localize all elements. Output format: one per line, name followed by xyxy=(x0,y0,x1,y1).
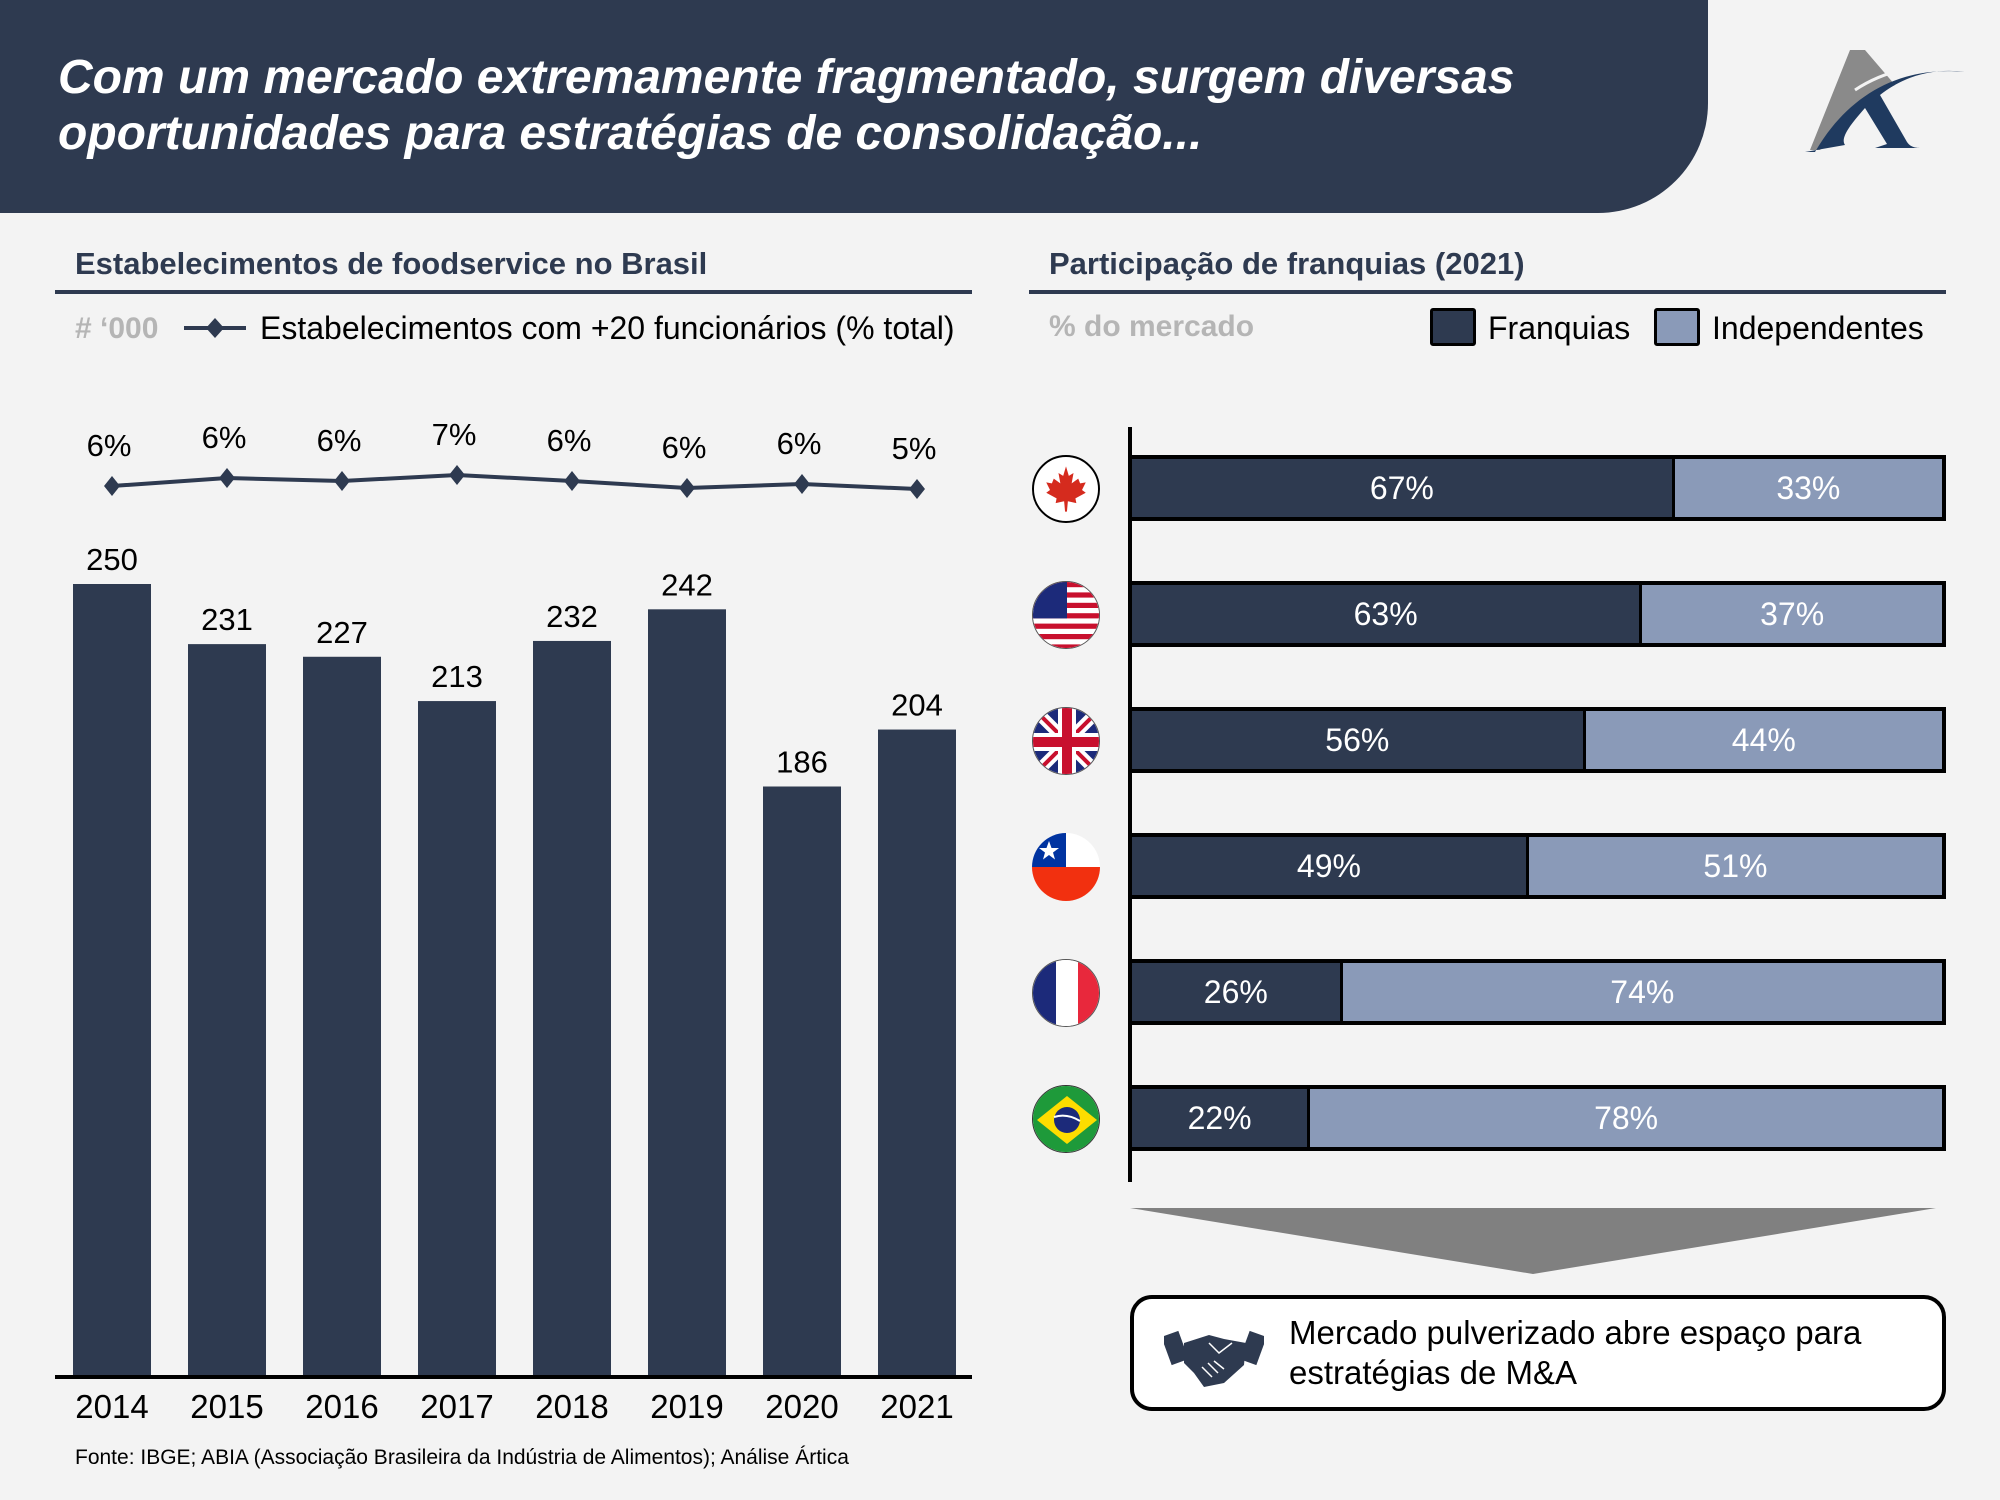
line-point-label: 5% xyxy=(892,431,937,466)
line-point-marker xyxy=(794,474,810,494)
line-series xyxy=(111,472,918,491)
bar-value-label: 186 xyxy=(776,744,828,779)
line-point-marker xyxy=(909,479,925,499)
line-point-marker xyxy=(104,476,120,496)
callout-text: Mercado pulverizado abre espaço para est… xyxy=(1289,1313,1929,1393)
page-title: Com um mercado extremamente fragmentado,… xyxy=(58,50,1658,162)
segment-franquias: 56% xyxy=(1132,711,1586,769)
bar-value-label: 213 xyxy=(431,659,483,694)
x-tick-label: 2018 xyxy=(535,1388,608,1425)
bar-2019 xyxy=(648,609,726,1375)
line-point-marker xyxy=(334,471,350,491)
callout-text-line-1: Mercado pulverizado abre espaço para xyxy=(1289,1314,1862,1351)
line-point-label: 6% xyxy=(547,423,592,458)
bar-value-label: 242 xyxy=(661,567,713,602)
x-tick-label: 2015 xyxy=(190,1388,263,1425)
page-title-line-1: Com um mercado extremamente fragmentado,… xyxy=(58,51,1515,104)
segment-franquias: 63% xyxy=(1132,585,1643,643)
segment-independentes: 33% xyxy=(1674,459,1942,517)
bar-2021 xyxy=(878,729,956,1375)
bar-2016 xyxy=(303,656,381,1375)
brazil-flag-icon xyxy=(1032,1085,1100,1153)
segment-franquias: 67% xyxy=(1132,459,1675,517)
segment-franquias: 49% xyxy=(1132,837,1529,895)
line-point-label: 6% xyxy=(662,430,707,465)
right-unit-label: % do mercado xyxy=(1049,310,1255,343)
line-point-marker xyxy=(449,465,465,485)
segment-independentes: 78% xyxy=(1310,1089,1942,1147)
segment-independentes: 37% xyxy=(1642,585,1942,643)
bar-row-chile: 49% 51% xyxy=(1128,833,1946,899)
bar-row-usa: 63% 37% xyxy=(1128,581,1946,647)
legend-swatch-independentes xyxy=(1654,308,1700,346)
line-point-label: 6% xyxy=(87,428,132,463)
foodservice-bar-chart: 250 2014 231 2015 227 2016 213 2017 232 2018 242 20… xyxy=(55,417,972,1425)
x-tick-label: 2014 xyxy=(75,1388,148,1425)
bar-row-canada: 67% 33% xyxy=(1128,455,1946,521)
line-point-label: 7% xyxy=(432,417,477,452)
right-title-rule xyxy=(1029,290,1946,294)
x-tick-label: 2016 xyxy=(305,1388,378,1425)
segment-independentes: 44% xyxy=(1585,711,1942,769)
segment-franquias: 26% xyxy=(1132,963,1343,1021)
line-point-label: 6% xyxy=(202,420,247,455)
segment-franquias: 22% xyxy=(1132,1089,1311,1147)
line-point-label: 6% xyxy=(777,426,822,461)
line-point-marker xyxy=(679,478,695,498)
france-flag-icon xyxy=(1032,959,1100,1027)
legend-swatch-franquias xyxy=(1430,308,1476,346)
handshake-icon xyxy=(1164,1330,1264,1387)
legend-label-independentes: Independentes xyxy=(1712,310,1924,346)
line-point-marker xyxy=(564,471,580,491)
callout-text-line-2: estratégias de M&A xyxy=(1289,1354,1577,1391)
bar-2015 xyxy=(188,644,266,1375)
page-title-line-2: oportunidades para estratégias de consol… xyxy=(58,107,1203,160)
source-note: Fonte: IBGE; ABIA (Associação Brasileira… xyxy=(75,1446,849,1469)
left-title-rule xyxy=(55,290,972,294)
line-legend-marker-icon xyxy=(184,318,246,338)
uk-flag-icon xyxy=(1032,707,1100,775)
x-tick-label: 2019 xyxy=(650,1388,723,1425)
chile-flag-icon xyxy=(1032,833,1100,901)
left-unit-label: # ‘000 xyxy=(75,312,159,345)
segment-independentes: 74% xyxy=(1342,963,1942,1021)
ma-callout-box: Mercado pulverizado abre espaço para est… xyxy=(1130,1295,1946,1411)
bar-row-brazil: 22% 78% xyxy=(1128,1085,1946,1151)
down-arrow-icon xyxy=(1130,1208,1936,1274)
artica-logo-icon xyxy=(1805,50,1965,152)
bar-2014 xyxy=(73,584,151,1375)
bar-2018 xyxy=(533,640,611,1375)
segment-independentes: 51% xyxy=(1528,837,1942,895)
left-chart-title: Estabelecimentos de foodservice no Brasi… xyxy=(75,246,708,281)
franchise-chart-axis xyxy=(1128,427,1132,1182)
bar-value-label: 232 xyxy=(546,599,598,634)
bar-value-label: 227 xyxy=(316,615,368,650)
bar-row-france: 26% 74% xyxy=(1128,959,1946,1025)
line-point-label: 6% xyxy=(317,423,362,458)
bar-value-label: 231 xyxy=(201,602,253,637)
bar-row-uk: 56% 44% xyxy=(1128,707,1946,773)
usa-flag-icon xyxy=(1032,581,1100,649)
bar-value-label: 250 xyxy=(86,542,138,577)
legend-label-franquias: Franquias xyxy=(1488,310,1631,346)
bar-2020 xyxy=(763,786,841,1375)
line-legend-label: Estabelecimentos com +20 funcionários (%… xyxy=(260,310,955,346)
right-chart-title: Participação de franquias (2021) xyxy=(1049,246,1525,281)
line-point-marker xyxy=(219,468,235,488)
canada-flag-icon xyxy=(1032,455,1100,523)
x-tick-label: 2021 xyxy=(880,1388,953,1425)
bar-value-label: 204 xyxy=(891,688,943,723)
header-banner: Com um mercado extremamente fragmentado,… xyxy=(0,0,1708,213)
x-tick-label: 2020 xyxy=(765,1388,838,1425)
x-tick-label: 2017 xyxy=(420,1388,493,1425)
bar-2017 xyxy=(418,701,496,1375)
